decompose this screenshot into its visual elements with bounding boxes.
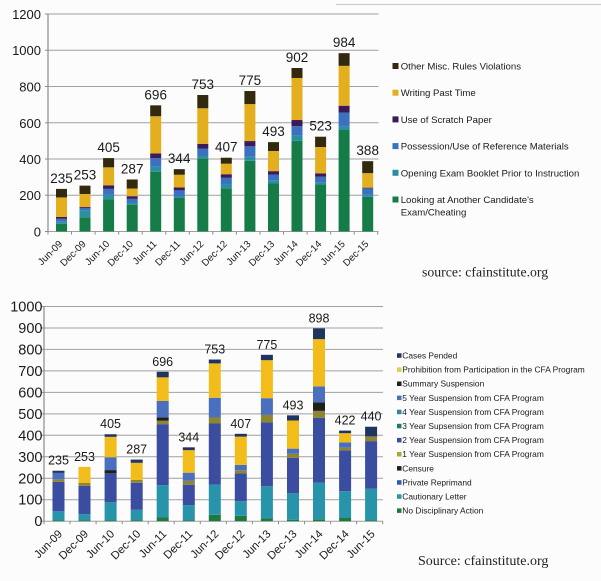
svg-text:0: 0	[34, 514, 42, 530]
svg-text:388: 388	[356, 143, 379, 158]
svg-text:Other Misc. Rules Violations: Other Misc. Rules Violations	[401, 62, 522, 73]
svg-text:Looking at Another Candidate's: Looking at Another Candidate's	[401, 195, 534, 206]
svg-text:984: 984	[333, 35, 356, 50]
svg-text:1 Year Suspension from CFA Pro: 1 Year Suspension from CFA Program	[402, 449, 544, 459]
svg-text:source: cfainstitute.org: source: cfainstitute.org	[422, 265, 548, 280]
svg-text:405: 405	[97, 140, 120, 155]
svg-text:0: 0	[34, 225, 41, 240]
svg-text:Possession/Use of Reference Ma: Possession/Use of Reference Materials	[401, 142, 569, 153]
svg-text:Exam/Cheating: Exam/Cheating	[401, 208, 467, 219]
svg-text:3 Year Supsension from CFA Pro: 3 Year Supsension from CFA Program	[402, 421, 544, 431]
svg-text:1000: 1000	[10, 300, 42, 316]
svg-text:800: 800	[18, 342, 42, 358]
svg-text:696: 696	[144, 87, 167, 102]
svg-text:200: 200	[18, 471, 42, 487]
svg-text:253: 253	[74, 450, 95, 464]
svg-text:4 Year Suspension from CFA Pro: 4 Year Suspension from CFA Program	[402, 407, 544, 417]
svg-text:1000: 1000	[12, 43, 41, 58]
svg-text:493: 493	[283, 398, 304, 412]
svg-text:753: 753	[192, 77, 215, 92]
svg-text:Opening Exam Booklet Prior to: Opening Exam Booklet Prior to Instructio…	[401, 168, 580, 179]
svg-text:500: 500	[18, 407, 42, 423]
svg-text:407: 407	[215, 140, 238, 155]
svg-text:Cautionary Letter: Cautionary Letter	[402, 492, 466, 502]
svg-text:287: 287	[126, 443, 147, 457]
svg-text:344: 344	[178, 430, 199, 444]
svg-text:235: 235	[48, 454, 69, 468]
svg-text:775: 775	[256, 338, 277, 352]
svg-text:400: 400	[19, 152, 41, 167]
svg-text:Summary Suspension: Summary Suspension	[402, 379, 484, 389]
svg-text:400: 400	[18, 428, 42, 444]
svg-text:300: 300	[18, 450, 42, 466]
svg-text:898: 898	[309, 311, 330, 325]
svg-text:600: 600	[19, 116, 41, 131]
svg-text:422: 422	[335, 414, 356, 428]
svg-text:1200: 1200	[12, 7, 41, 22]
svg-text:100: 100	[18, 493, 42, 509]
svg-text:344: 344	[168, 151, 191, 166]
svg-text:902: 902	[286, 50, 309, 65]
svg-text:Prohibition from Participation: Prohibition from Participation in the CF…	[402, 365, 584, 375]
svg-text:753: 753	[204, 343, 225, 357]
svg-text:Censure: Censure	[402, 463, 434, 473]
svg-text:900: 900	[18, 321, 42, 337]
svg-text:600: 600	[18, 385, 42, 401]
svg-text:No Disciplinary Action: No Disciplinary Action	[402, 506, 483, 516]
svg-text:700: 700	[18, 364, 42, 380]
svg-text:440: 440	[361, 410, 382, 424]
svg-text:523: 523	[309, 119, 332, 134]
svg-text:287: 287	[121, 162, 144, 177]
svg-text:253: 253	[74, 168, 97, 183]
svg-text:5 Year Suspension from CFA Pro: 5 Year Suspension from CFA Program	[402, 393, 544, 403]
svg-text:775: 775	[239, 73, 262, 88]
svg-text:Cases Pended: Cases Pended	[402, 351, 457, 361]
svg-text:Source: cfainstitute.org: Source: cfainstitute.org	[418, 554, 548, 569]
svg-text:235: 235	[50, 171, 73, 186]
svg-text:Use of Scratch Paper: Use of Scratch Paper	[401, 115, 493, 126]
svg-text:Private Reprimand: Private Reprimand	[402, 477, 472, 487]
svg-text:696: 696	[152, 355, 173, 369]
svg-text:200: 200	[19, 188, 41, 203]
svg-text:407: 407	[230, 417, 251, 431]
svg-text:493: 493	[262, 124, 285, 139]
svg-text:2 Year Suspension from CFA Pro: 2 Year Suspension from CFA Program	[402, 435, 544, 445]
svg-text:800: 800	[19, 80, 41, 95]
svg-text:405: 405	[100, 417, 121, 431]
svg-text:Writing Past Time: Writing Past Time	[401, 88, 476, 99]
